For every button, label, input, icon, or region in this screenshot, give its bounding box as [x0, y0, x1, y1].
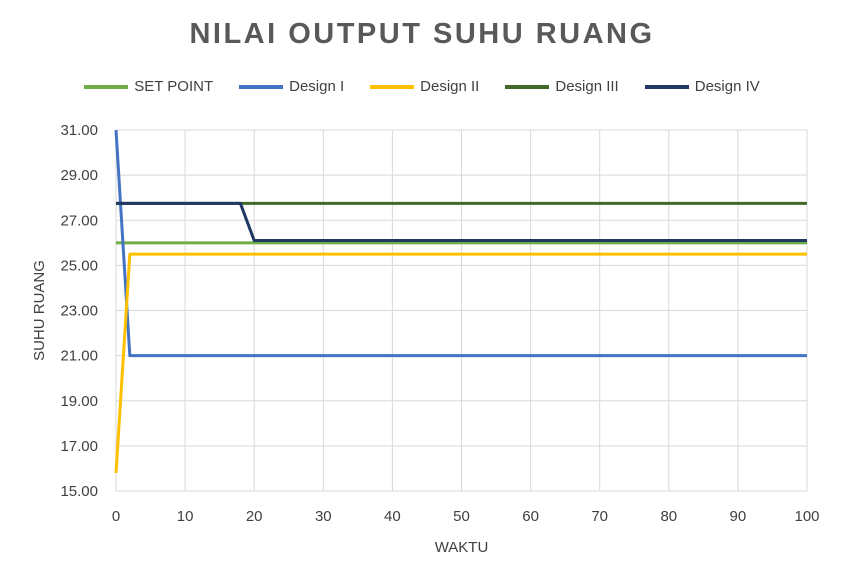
y-tick-label: 23.00: [60, 303, 98, 320]
y-tick-labels: 15.00 17.00 19.00 21.00 23.00 25.00 27.00 29.00…: [60, 122, 98, 500]
legend-item: Design III: [505, 78, 619, 95]
y-tick-label: 15.00: [60, 483, 98, 500]
legend-swatch: [644, 84, 689, 89]
x-tick-label: 40: [384, 508, 401, 525]
x-tick-label: 30: [315, 508, 332, 525]
legend-item: Design IV: [644, 78, 760, 95]
x-tick-label: 50: [453, 508, 470, 525]
legend-label: Design III: [555, 78, 619, 95]
legend-swatch: [84, 84, 129, 89]
legend-item: Design I: [239, 78, 344, 95]
series-line-design-i: [114, 129, 807, 358]
gridlines: [115, 129, 808, 492]
legend-swatch: [239, 84, 284, 89]
series-line-design-ii: [114, 252, 807, 474]
x-axis-label: WAKTU: [435, 539, 489, 556]
y-tick-label: 31.00: [60, 122, 98, 139]
series-line-design-iv: [116, 201, 807, 243]
legend-label: Design II: [420, 78, 480, 95]
x-tick-label: 0: [112, 508, 120, 525]
y-tick-label: 19.00: [60, 393, 98, 410]
y-tick-label: 21.00: [60, 348, 98, 365]
x-tick-label: 20: [246, 508, 263, 525]
series-layer: [114, 129, 807, 474]
legend-label: SET POINT: [134, 78, 214, 95]
legend-swatch: [505, 84, 550, 89]
x-tick-label: 100: [794, 508, 819, 525]
legend: SET POINT Design I Design II Design III Desi…: [0, 78, 844, 95]
legend-swatch: [370, 84, 415, 89]
y-tick-label: 25.00: [60, 257, 98, 274]
x-tick-label: 70: [591, 508, 608, 525]
chart-title: NILAI OUTPUT SUHU RUANG: [189, 18, 655, 50]
legend-label: Design I: [289, 78, 345, 95]
y-axis-label: SUHU RUANG: [31, 260, 48, 361]
y-tick-label: 29.00: [60, 167, 98, 184]
x-tick-label: 60: [522, 508, 539, 525]
y-tick-label: 27.00: [60, 212, 98, 229]
legend-item: Design II: [370, 78, 479, 95]
x-tick-labels: 0 10 20 30 40 50 60 70 80 90 100: [112, 508, 820, 525]
legend-item: SET POINT: [84, 78, 213, 95]
y-tick-label: 17.00: [60, 438, 98, 455]
x-tick-label: 80: [660, 508, 677, 525]
x-tick-label: 10: [177, 508, 194, 525]
x-tick-label: 90: [730, 508, 747, 525]
legend-label: Design IV: [694, 78, 760, 95]
